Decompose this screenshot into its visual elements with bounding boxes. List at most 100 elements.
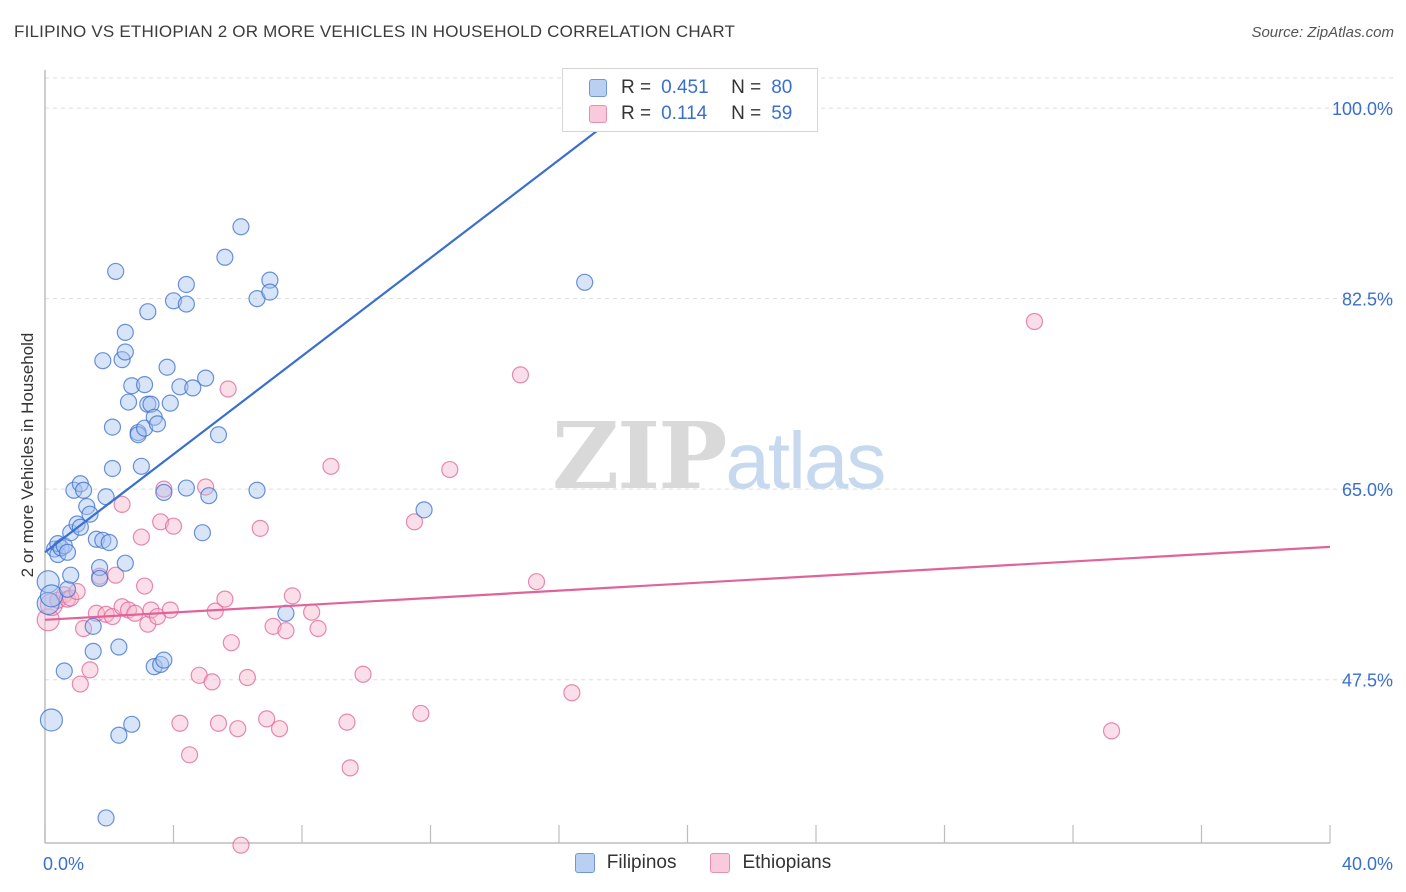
legend-n-value-filipinos: 80 <box>771 77 793 98</box>
point-filipinos <box>232 218 250 236</box>
point-ethiopians <box>164 517 183 535</box>
point-filipinos <box>94 531 112 549</box>
point-filipinos <box>135 376 154 394</box>
point-ethiopians <box>251 519 269 537</box>
series-swatch-ethiopians <box>710 853 731 873</box>
point-filipinos <box>58 580 77 598</box>
point-filipinos <box>171 378 189 396</box>
point-filipinos <box>123 715 141 733</box>
point-ethiopians <box>441 460 459 479</box>
point-ethiopians <box>283 587 301 605</box>
point-filipinos <box>116 554 134 572</box>
legend-n-label: N = <box>731 103 762 124</box>
point-ethiopians <box>197 478 215 496</box>
point-filipinos <box>62 566 80 584</box>
point-ethiopians <box>132 528 150 546</box>
point-ethiopians <box>354 665 372 683</box>
point-filipinos <box>261 271 279 289</box>
x-tick-label: 0.0% <box>43 854 84 874</box>
point-filipinos <box>135 419 154 437</box>
point-ethiopians <box>238 668 256 687</box>
point-filipinos <box>55 662 73 680</box>
point-filipinos <box>110 638 128 656</box>
point-ethiopians <box>277 622 295 640</box>
point-filipinos <box>197 369 215 387</box>
legend-row-ethiopians: R = 0.114 N = 59 <box>589 103 792 125</box>
chart-title: FILIPINO VS ETHIOPIAN 2 OR MORE VEHICLES… <box>14 22 736 41</box>
source-label: Source: ZipAtlas.com <box>1251 24 1394 41</box>
point-filipinos <box>46 540 64 558</box>
point-filipinos <box>100 533 118 552</box>
series-legend-ethiopians[interactable]: Ethiopians <box>710 852 831 874</box>
point-filipinos <box>84 617 102 635</box>
point-filipinos <box>216 248 234 266</box>
point-filipinos <box>103 418 122 436</box>
point-filipinos <box>415 501 433 519</box>
point-filipinos <box>97 809 115 827</box>
y-tick-label: 100.0% <box>1332 99 1393 119</box>
point-filipinos <box>65 481 83 499</box>
point-filipinos <box>91 569 109 588</box>
legend-n-label: N = <box>731 77 762 98</box>
point-filipinos <box>84 642 102 660</box>
point-filipinos <box>110 726 128 744</box>
point-ethiopians <box>229 720 247 738</box>
point-filipinos <box>158 358 176 376</box>
point-ethiopians <box>107 566 125 584</box>
trendline-ethiopians <box>44 545 1331 621</box>
point-ethiopians <box>1025 312 1044 331</box>
legend-row-filipinos: R = 0.451 N = 80 <box>589 77 792 99</box>
point-filipinos <box>87 530 106 548</box>
point-filipinos <box>209 426 228 444</box>
legend-r-label: R = <box>621 103 652 124</box>
point-ethiopians <box>511 366 530 384</box>
point-ethiopians <box>97 605 115 623</box>
point-ethiopians <box>338 713 356 731</box>
point-filipinos <box>184 379 202 397</box>
point-filipinos <box>161 394 179 412</box>
point-ethiopians <box>180 746 199 764</box>
series-label-ethiopians: Ethiopians <box>742 852 832 873</box>
series-legend: Filipinos Ethiopians <box>0 852 1406 874</box>
watermark: ZIPatlas <box>552 402 886 510</box>
point-ethiopians <box>171 714 189 732</box>
point-filipinos <box>39 708 64 732</box>
point-filipinos <box>123 377 141 395</box>
point-filipinos <box>248 481 266 499</box>
point-filipinos <box>155 483 173 502</box>
point-filipinos <box>103 459 122 478</box>
correlation-legend: R = 0.451 N = 80 R = 0.114 N = 59 <box>562 68 818 132</box>
point-filipinos <box>119 393 138 411</box>
point-ethiopians <box>152 513 170 531</box>
point-filipinos <box>58 543 77 561</box>
point-ethiopians <box>216 590 234 608</box>
series-legend-filipinos[interactable]: Filipinos <box>574 852 677 874</box>
point-filipinos <box>129 426 147 444</box>
point-ethiopians <box>270 720 289 738</box>
point-filipinos <box>142 395 160 413</box>
point-filipinos <box>148 415 167 433</box>
series-swatch-filipinos <box>574 853 595 873</box>
point-filipinos <box>139 303 157 321</box>
point-ethiopians <box>322 457 340 475</box>
point-ethiopians <box>126 604 144 622</box>
point-filipinos <box>145 658 163 676</box>
point-ethiopians <box>527 573 546 591</box>
point-filipinos <box>132 457 150 475</box>
point-filipinos <box>261 283 279 301</box>
point-ethiopians <box>71 675 89 693</box>
legend-r-value-filipinos: 0.451 <box>661 77 709 98</box>
point-ethiopians <box>203 673 221 691</box>
point-ethiopians <box>258 710 276 728</box>
series-label-filipinos: Filipinos <box>606 852 677 873</box>
point-ethiopians <box>563 684 581 702</box>
point-filipinos <box>576 273 594 291</box>
point-filipinos <box>155 651 173 669</box>
point-ethiopians <box>161 601 179 619</box>
point-filipinos <box>116 343 134 361</box>
point-filipinos <box>116 323 134 341</box>
point-ethiopians <box>1102 722 1121 740</box>
trendline-filipinos <box>44 85 657 554</box>
watermark-atlas: atlas <box>725 416 886 505</box>
